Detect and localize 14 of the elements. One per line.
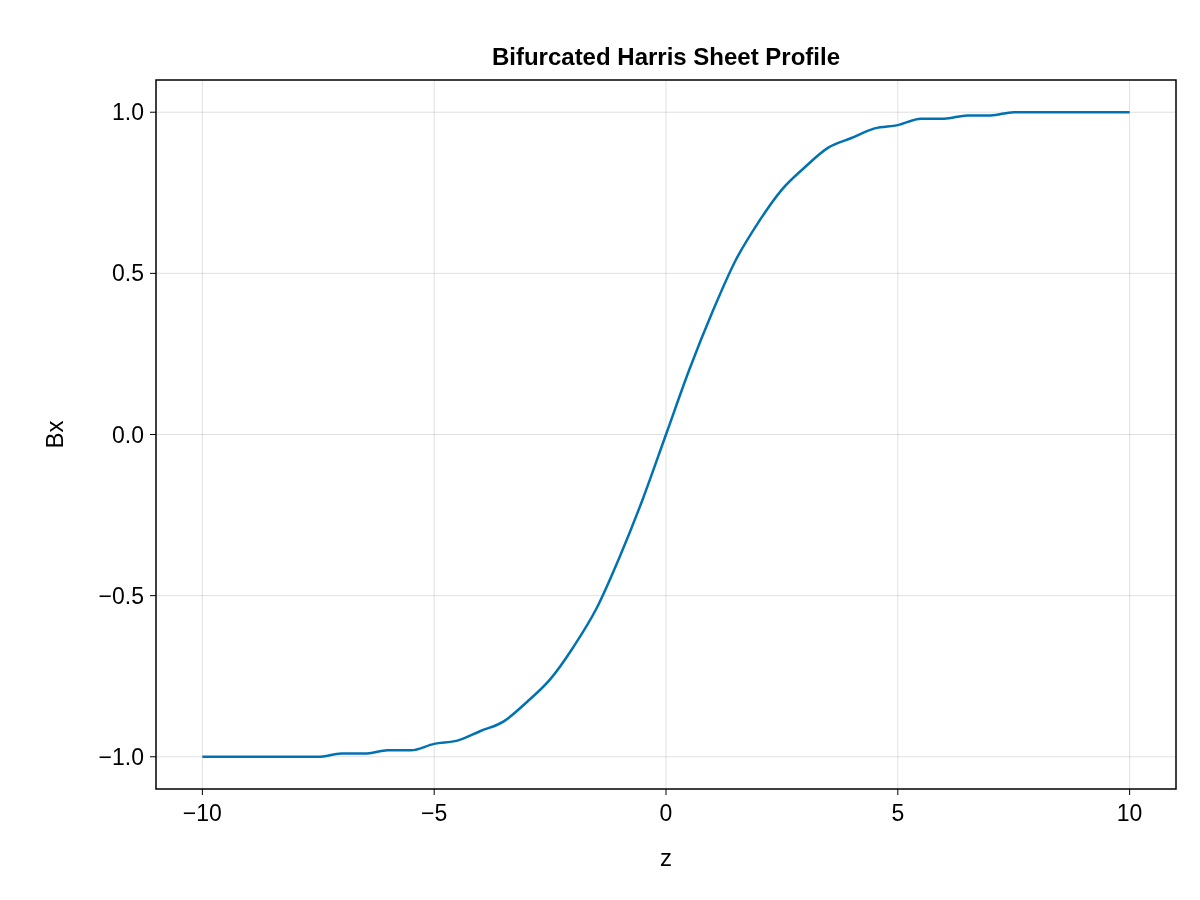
line-series [201,110,1131,759]
x-tick-label: 0 [659,800,673,826]
y-tick-label: 1.0 [112,99,144,126]
x-tick-label: −5 [421,800,448,826]
y-tick-label: −1.0 [98,743,144,770]
y-tick-label: 0.5 [112,260,144,287]
x-tick-label: 5 [891,800,905,826]
x-tick-label: −10 [182,800,222,826]
y-axis-title: Bx [41,420,68,449]
y-tick-label: −0.5 [98,582,144,609]
y-tick-label: 0.0 [112,421,144,448]
chart-title: Bifurcated Harris Sheet Profile [491,43,841,70]
x-tick-label: 10 [1116,800,1143,826]
x-axis-title: z [660,844,672,871]
